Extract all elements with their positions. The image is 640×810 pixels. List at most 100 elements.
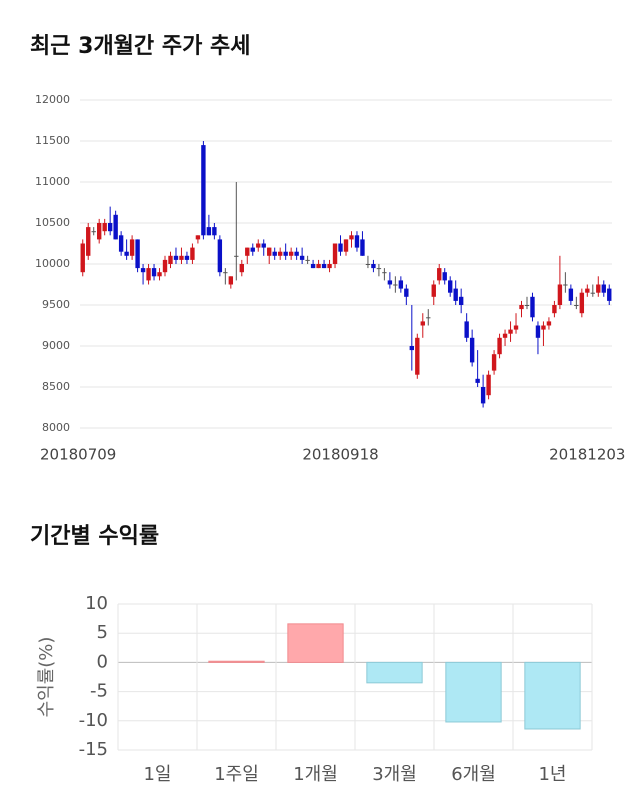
candle-body — [404, 288, 409, 297]
candle-body — [217, 239, 223, 273]
candle-body — [102, 223, 107, 232]
bar — [366, 661, 423, 684]
candle-body — [508, 329, 513, 334]
candle-body — [497, 337, 502, 355]
x-tick-label: 1일 — [143, 764, 171, 785]
candle-body — [162, 259, 168, 273]
candle-body — [184, 255, 190, 260]
candle-body — [568, 288, 574, 301]
y-tick-label: 10500 — [35, 216, 70, 229]
x-tick-label: 6개월 — [451, 764, 496, 785]
candle-body — [409, 346, 415, 351]
y-tick-label: -10 — [79, 710, 108, 731]
candle-body — [80, 243, 85, 273]
candle-body — [420, 321, 425, 326]
candle-body — [387, 280, 393, 285]
candle-body — [601, 284, 606, 293]
y-tick-label: 11500 — [35, 134, 70, 147]
y-tick-label: 9000 — [42, 339, 70, 352]
candle-body — [535, 325, 541, 338]
candle-body — [469, 337, 475, 363]
y-tick-label: 10000 — [35, 257, 70, 270]
candle-body — [563, 284, 568, 286]
candle-body — [349, 235, 354, 240]
candle-body — [360, 239, 365, 256]
x-tick-label: 20180709 — [40, 446, 116, 464]
candle-body — [135, 239, 140, 269]
candle-body — [585, 288, 590, 293]
y-tick-label: 5 — [97, 622, 108, 643]
y-tick-label: -5 — [90, 681, 108, 702]
candle-body — [552, 305, 557, 314]
candle-body — [574, 305, 579, 306]
candle-body — [607, 288, 612, 301]
candle-body — [239, 264, 244, 273]
candle-body — [272, 251, 277, 256]
candle-body — [541, 325, 546, 330]
candle-body — [206, 227, 212, 236]
candle-body — [316, 264, 321, 269]
candle-body — [475, 378, 480, 383]
y-tick-label: 10 — [85, 593, 108, 614]
candle-body — [277, 251, 283, 256]
candle-body — [371, 264, 376, 269]
bar — [524, 661, 581, 730]
candle-body — [113, 214, 118, 240]
candle-body — [519, 305, 524, 310]
x-tick-label: 1주일 — [214, 764, 259, 785]
candle-body — [557, 284, 563, 305]
candle-body — [190, 247, 195, 260]
candle-body — [480, 387, 486, 404]
candle-body — [448, 280, 453, 293]
candle-body — [491, 354, 497, 371]
bar — [208, 660, 265, 663]
y-tick-label: 8000 — [42, 421, 70, 434]
candle-body — [86, 227, 91, 256]
x-tick-label: 1년 — [538, 764, 566, 785]
candle-body — [486, 374, 491, 396]
candle-body — [91, 231, 96, 233]
candle-body — [393, 284, 398, 286]
candle-body — [343, 239, 349, 252]
candle-body — [228, 276, 234, 285]
candle-body — [426, 317, 431, 319]
candle-body — [546, 321, 552, 326]
candle-body — [579, 292, 585, 314]
candle-body — [530, 296, 535, 318]
candle-body — [415, 337, 420, 375]
candle-body — [223, 272, 228, 274]
y-tick-label: -15 — [79, 739, 108, 760]
candle-body — [157, 272, 162, 277]
x-tick-label: 1개월 — [293, 764, 338, 785]
candle-body — [245, 247, 250, 256]
candle-body — [502, 333, 508, 338]
candle-body — [201, 145, 206, 236]
candle-body — [299, 255, 305, 260]
candle-body — [464, 321, 469, 338]
candle-body — [173, 255, 179, 260]
candle-body — [151, 268, 157, 277]
candle-body — [332, 243, 338, 264]
candle-body — [321, 264, 327, 269]
y-tick-label: 0 — [97, 651, 108, 672]
candle-body — [354, 235, 360, 248]
candle-body — [382, 272, 387, 274]
candle-body — [179, 255, 184, 260]
candle-body — [310, 264, 316, 269]
candle-body — [107, 223, 113, 232]
candle-body — [129, 239, 135, 256]
candle-body — [294, 251, 299, 256]
bar — [287, 623, 344, 663]
x-tick-label: 20180918 — [302, 446, 378, 464]
candle-body — [261, 243, 266, 248]
candle-body — [256, 243, 261, 248]
candle-body — [124, 251, 129, 256]
candle-body — [376, 268, 382, 270]
candle-body — [513, 325, 519, 330]
chart-title: 기간별 수익률 — [30, 524, 159, 549]
candle-body — [453, 288, 458, 301]
candle-body — [140, 268, 146, 273]
candle-body — [431, 284, 436, 297]
candle-body — [97, 223, 102, 240]
